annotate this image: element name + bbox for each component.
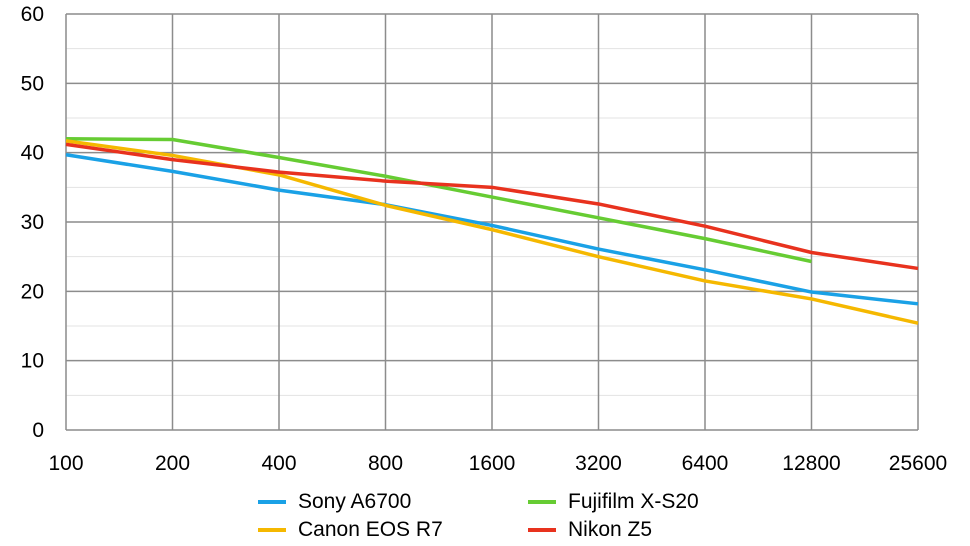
y-tick-label: 50 [21, 72, 44, 95]
legend-label: Nikon Z5 [568, 518, 653, 541]
legend-swatch [528, 500, 556, 504]
legend-item: Fujifilm X-S20 [528, 489, 699, 515]
x-tick-label: 25600 [889, 452, 947, 475]
x-tick-label: 1600 [469, 452, 516, 475]
legend-label: Sony A6700 [298, 490, 412, 513]
y-tick-label: 60 [21, 3, 44, 26]
y-axis-ticks: 0 10 20 30 40 50 60 [21, 3, 44, 442]
y-tick-label: 0 [32, 419, 44, 442]
legend-swatch [528, 528, 556, 532]
legend-item: Nikon Z5 [528, 517, 652, 543]
legend-item: Sony A6700 [258, 489, 411, 515]
x-tick-label: 100 [48, 452, 83, 475]
y-tick-label: 10 [21, 350, 44, 373]
x-axis-ticks: 100 200 400 800 1600 3200 6400 12800 25600 [48, 452, 947, 475]
x-tick-label: 200 [155, 452, 190, 475]
y-tick-label: 30 [21, 211, 44, 234]
legend-label: Canon EOS R7 [298, 518, 443, 541]
x-tick-label: 800 [368, 452, 403, 475]
x-tick-label: 6400 [682, 452, 729, 475]
series-line-sony-a6700 [65, 153, 919, 306]
legend-swatch [258, 528, 286, 532]
series-lines [65, 137, 919, 325]
y-tick-label: 40 [21, 142, 44, 165]
y-tick-label: 20 [21, 280, 44, 303]
series-line-fujifilm-x-s20 [65, 137, 812, 264]
legend-swatch [258, 500, 286, 504]
major-gridlines [65, 13, 919, 431]
legend-label: Fujifilm X-S20 [568, 490, 699, 513]
legend: Sony A6700 Fujifilm X-S20 Canon EOS R7 Niko… [258, 486, 778, 546]
x-tick-label: 3200 [575, 452, 622, 475]
x-tick-label: 400 [261, 452, 296, 475]
series-line-canon-eos-r7 [65, 139, 919, 325]
x-tick-label: 12800 [782, 452, 840, 475]
legend-item: Canon EOS R7 [258, 517, 443, 543]
series-line-nikon-z5 [65, 142, 919, 271]
